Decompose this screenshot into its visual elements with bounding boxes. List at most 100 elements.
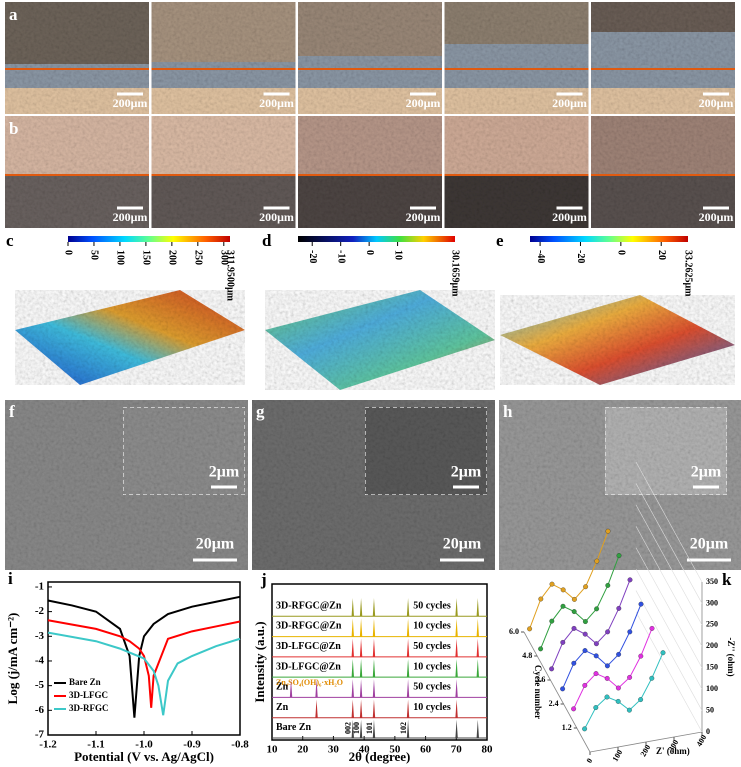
panel-label: f: [9, 402, 15, 421]
series-cycles: 10 cycles: [413, 702, 451, 713]
trace-line: [551, 579, 631, 670]
grid-line: [635, 590, 703, 711]
scale-label: 200μm: [552, 96, 587, 110]
annotation: Zn₄SO₄(OH)₆·xH₂O: [276, 678, 343, 687]
inset-image: [364, 406, 488, 496]
peak: [406, 699, 410, 718]
panel-label: k: [722, 570, 732, 589]
data-point: [616, 651, 622, 657]
peak: [351, 719, 354, 738]
peak: [351, 638, 354, 657]
data-point: [638, 653, 644, 659]
peak: [406, 719, 410, 738]
scale-label: 200μm: [406, 96, 441, 110]
series-cycles: 50 cycles: [413, 641, 451, 652]
surface-c: [15, 290, 245, 385]
colorbar-tick-label: 50: [89, 250, 100, 260]
scale-label: 200μm: [699, 96, 734, 110]
colorbar-tick-label: 20: [656, 250, 667, 260]
cycle-tick-label: 1.2: [562, 723, 572, 732]
scale-label: 200μm: [113, 210, 148, 224]
x-tick-label: 40: [359, 744, 371, 756]
series-cycles: 50 cycles: [413, 600, 451, 611]
series-name: 3D-RFGC@Zn: [276, 621, 342, 632]
data-point: [593, 653, 599, 659]
peak: [351, 658, 354, 678]
data-point: [627, 577, 633, 583]
data-point: [560, 686, 566, 692]
data-point: [638, 601, 644, 607]
x-tick-label: 80: [482, 744, 494, 756]
peak: [289, 679, 293, 698]
panel-label: i: [8, 569, 13, 588]
data-point: [571, 706, 577, 712]
y-tick-label: -6: [35, 704, 45, 716]
peak: [359, 719, 363, 738]
data-point: [605, 582, 611, 588]
deposit-layer: [5, 64, 149, 88]
cycle-tick-label: 3.6: [535, 675, 545, 684]
data-point: [638, 697, 644, 703]
data-point: [615, 685, 621, 691]
image-top: [5, 2, 149, 66]
image-bottom: [151, 176, 296, 228]
image-top: [298, 2, 442, 66]
trace-line: [529, 531, 609, 630]
series-line: [47, 619, 241, 708]
z-tick-label: 200: [706, 641, 718, 650]
scale-label: 200μm: [113, 96, 148, 110]
peak: [476, 638, 479, 657]
x-tick-label: 30: [328, 744, 340, 756]
data-point: [660, 650, 666, 656]
grid-line: [635, 526, 703, 647]
cycle-tick-label: 2.4: [549, 699, 559, 708]
inset-scale-label: 2μm: [691, 464, 722, 481]
colorbar: [530, 236, 688, 242]
inset-image: [122, 406, 246, 496]
colorbar-tick-label: -10: [335, 250, 346, 263]
x-axis-label: Potential (V vs. Ag/AgCl): [74, 749, 214, 764]
trace-line: [584, 652, 664, 730]
grid-line: [635, 483, 703, 604]
scale-label: 20μm: [443, 536, 482, 553]
y-tick-label: -1: [35, 580, 44, 592]
peak: [315, 699, 318, 718]
data-point: [582, 682, 588, 688]
data-point: [538, 596, 544, 602]
z-tick-label: 50: [706, 705, 714, 714]
deposit-layer: [444, 44, 589, 88]
colorbar-tick-label: 150: [141, 250, 152, 265]
x-tick-label: 50: [389, 744, 401, 756]
image-top: [444, 116, 589, 174]
colorbar-tick-label: 200: [167, 250, 178, 265]
data-point: [627, 674, 633, 680]
grid-line: [635, 504, 703, 626]
peak: [372, 618, 376, 637]
series-cycles: 10 cycles: [413, 661, 451, 672]
peak: [359, 699, 363, 718]
series-name: Zn: [276, 702, 289, 713]
peak: [372, 719, 376, 738]
data-point: [649, 675, 655, 681]
peak: [372, 638, 376, 657]
data-point: [604, 663, 610, 669]
peak: [351, 699, 354, 718]
data-point: [571, 596, 577, 602]
x-tick-label: 10: [267, 744, 279, 756]
colorbar-tick-label: 100: [115, 250, 126, 265]
grid-line: [635, 611, 703, 733]
cycle-axis-label: Cycle number: [533, 665, 543, 719]
peak: [406, 618, 410, 637]
peak: [351, 598, 354, 617]
data-point: [549, 618, 555, 624]
data-point: [615, 698, 621, 704]
image-top: [151, 116, 296, 174]
peak: [406, 598, 410, 617]
y-axis-label: -Z'' (ohm): [726, 637, 736, 676]
data-point: [571, 625, 577, 631]
colorbar-max-label: 311.9500μm: [225, 250, 236, 302]
data-point: [604, 694, 610, 700]
panel-label: a: [9, 5, 18, 24]
axis-line: [523, 631, 591, 753]
series-cycles: 10 cycles: [413, 621, 451, 632]
